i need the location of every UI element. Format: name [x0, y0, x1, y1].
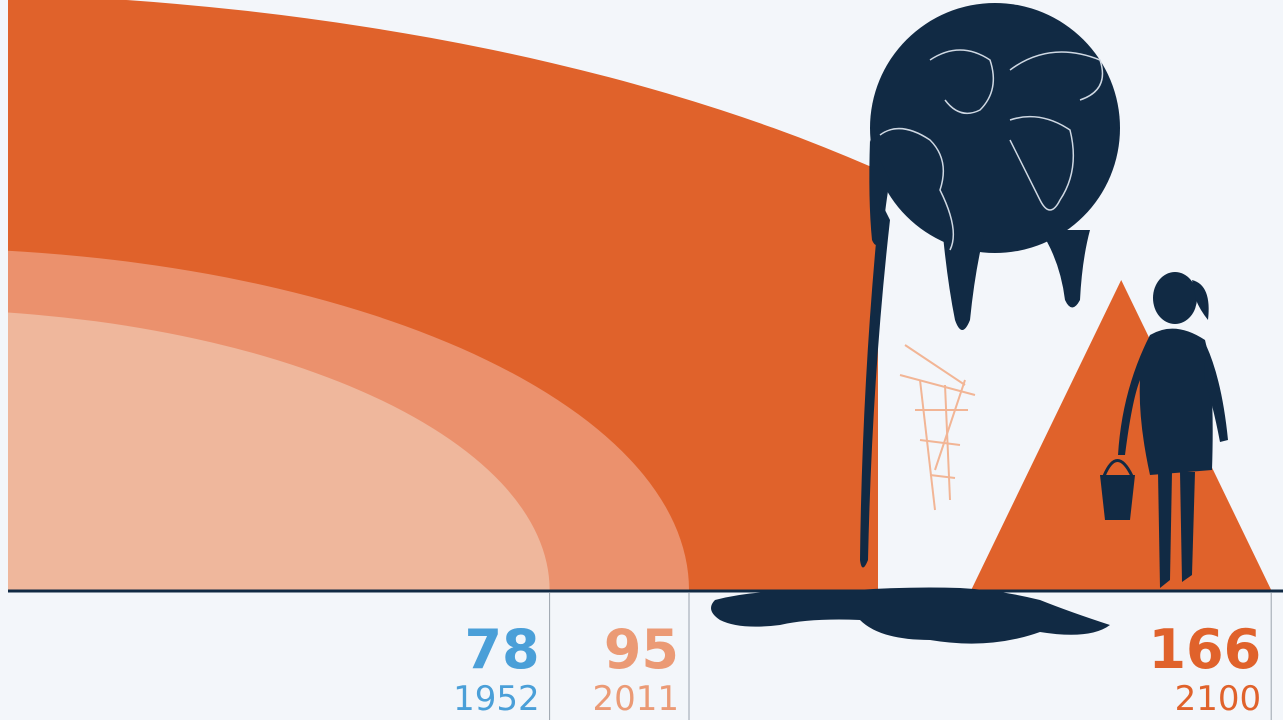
continents	[879, 49, 1104, 251]
year-label: 2100	[1175, 679, 1262, 719]
cone-lines	[899, 344, 976, 511]
melting-globe	[860, 3, 1120, 568]
year-label: 1952	[453, 679, 540, 719]
year-label: 2011	[592, 679, 679, 719]
arcs	[8, 0, 878, 590]
decoration	[711, 3, 1228, 644]
value-label: 166	[1148, 618, 1261, 681]
value-label: 78	[464, 618, 539, 681]
semicircle	[8, 312, 550, 590]
girl-silhouette	[1100, 272, 1228, 588]
puddle	[711, 587, 1110, 644]
value-label: 95	[604, 618, 679, 681]
